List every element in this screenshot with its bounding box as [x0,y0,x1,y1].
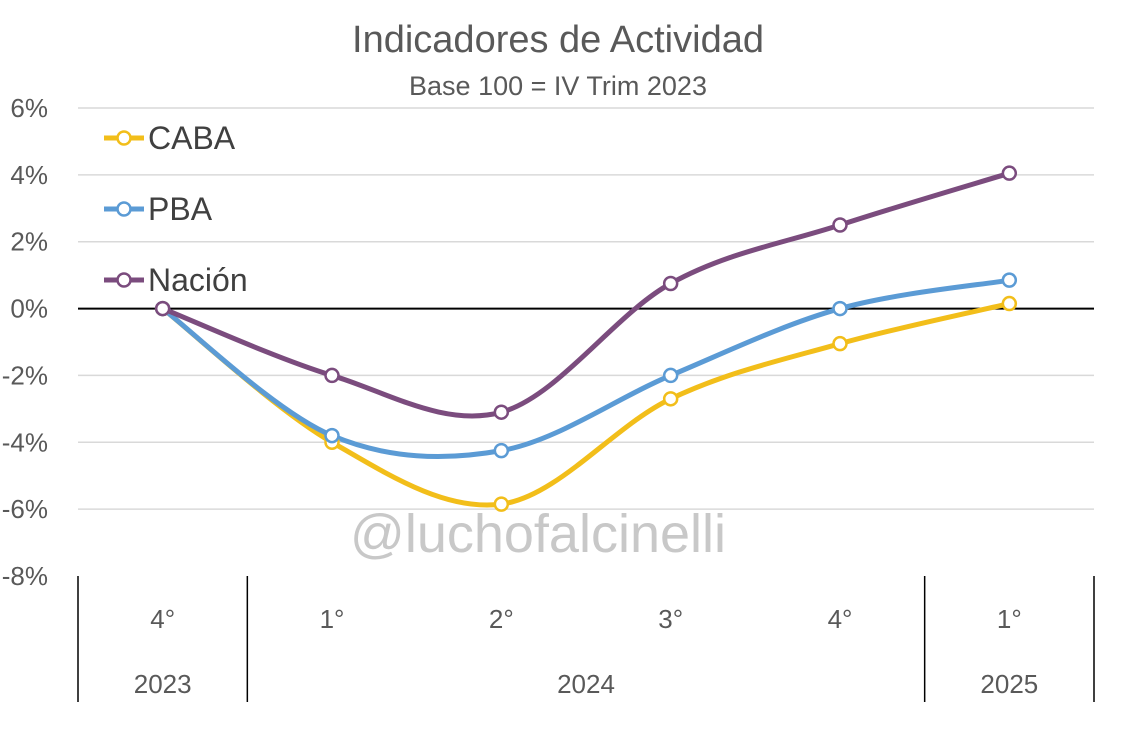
x-year-label: 2023 [134,669,192,699]
y-tick-label: -6% [2,494,48,524]
y-tick-label: -2% [2,360,48,390]
x-tick-label: 2° [489,604,514,634]
x-axis: 2023 2024 2025 4° 1° 2° 3° 4° 1° [77,576,1095,702]
y-tick-label: 6% [10,93,48,123]
legend-label: CABA [148,120,236,156]
legend-marker [116,130,132,146]
series-line [160,170,1012,419]
x-tick-label: 3° [658,604,683,634]
y-axis: 6% 4% 2% 0% -2% -4% -6% -8% [2,93,48,591]
x-tick-label: 4° [828,604,853,634]
data-point [662,275,679,292]
data-point [1001,272,1018,288]
y-tick-label: 0% [10,294,48,324]
chart-title: Indicadores de Actividad [352,19,764,61]
y-tick-label: 4% [10,160,48,190]
data-point [493,442,510,459]
x-year-label: 2025 [980,669,1038,699]
y-tick-label: -4% [2,427,48,457]
x-tick-label: 1° [997,604,1022,634]
x-tick-label: 1° [320,604,345,634]
series-line [160,277,1012,460]
gridlines [78,107,1094,510]
data-point [493,496,510,512]
x-year-label: 2024 [557,669,615,699]
data-point [154,300,171,317]
legend-marker [116,201,132,217]
legend-marker [116,272,132,288]
data-point [832,335,848,352]
y-tick-label: 2% [10,227,48,257]
data-point [1001,295,1018,312]
data-point [324,367,340,384]
y-tick-label: -8% [2,561,48,591]
data-point [662,391,679,407]
series-points [154,165,1018,512]
data-point [832,217,848,233]
series-lines [160,170,1012,508]
data-point [493,404,510,420]
data-point [832,300,848,317]
data-point [324,427,340,444]
x-tick-label: 4° [150,604,175,634]
data-point [662,367,679,384]
series-line [160,301,1012,508]
legend: CABA PBA Nación [104,120,248,298]
legend-label: Nación [148,262,248,298]
watermark: @luchofalcinelli [350,504,726,564]
chart-subtitle: Base 100 = IV Trim 2023 [409,71,707,101]
data-point [1001,165,1018,181]
legend-label: PBA [148,191,213,227]
